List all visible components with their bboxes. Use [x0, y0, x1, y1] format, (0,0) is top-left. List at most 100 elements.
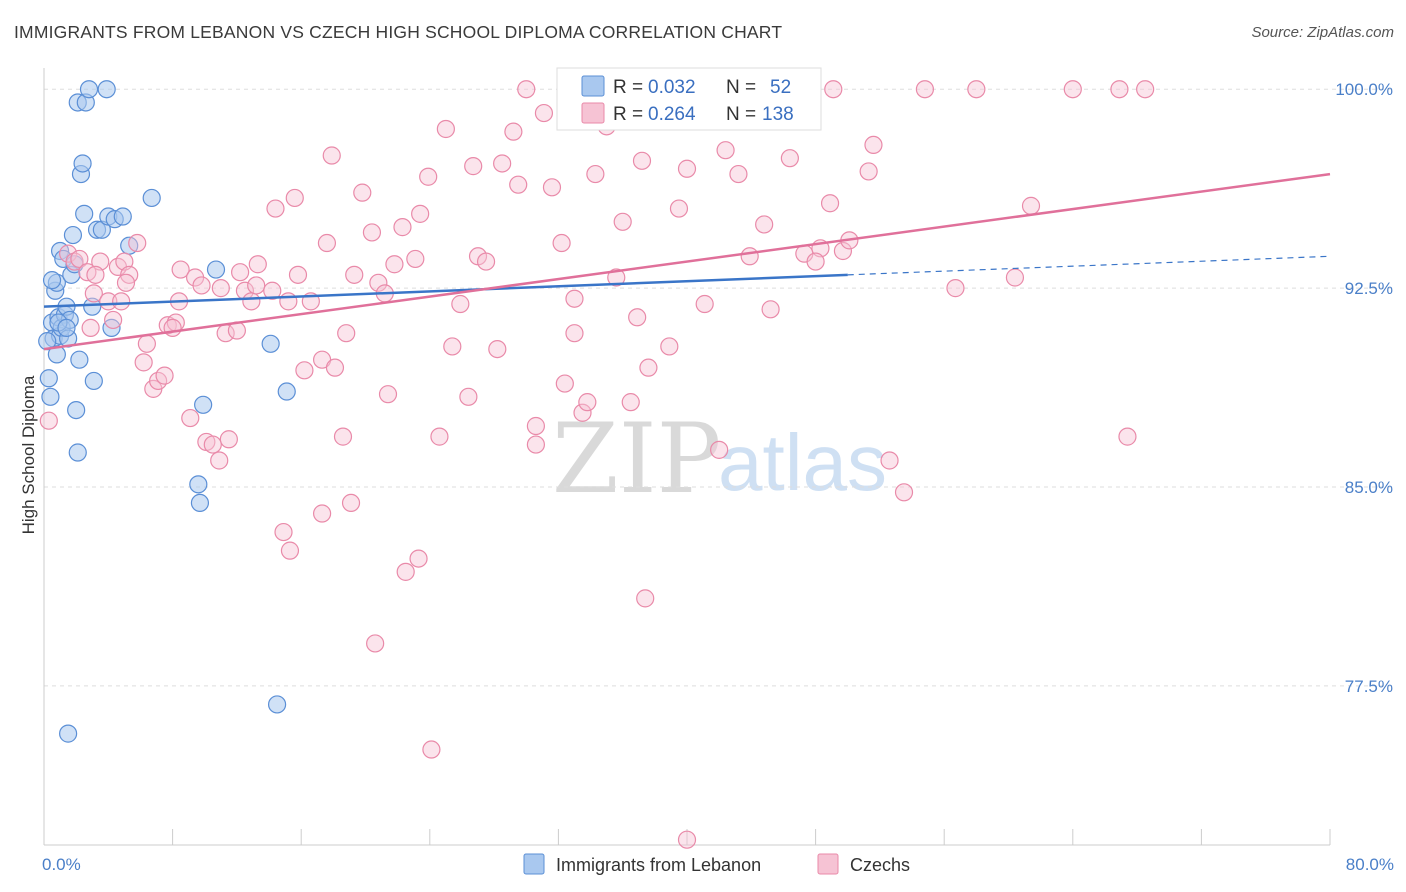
czechs-point	[104, 310, 123, 330]
czechs-point	[761, 300, 780, 319]
czechs-point	[279, 292, 298, 311]
watermark-zip: ZIP	[552, 403, 721, 515]
lebanon-point	[142, 188, 161, 208]
czechs-point	[411, 204, 430, 223]
legend-n-label-czechs: N =	[726, 104, 756, 125]
lebanon-point	[277, 382, 296, 401]
czechs-point	[362, 223, 382, 242]
czechs-point	[39, 411, 58, 430]
lebanon-point	[57, 318, 76, 337]
czechs-point	[669, 199, 689, 218]
czechs-point	[526, 416, 545, 436]
czechs-point	[632, 151, 652, 170]
czechs-point	[396, 562, 415, 581]
legend-r-value-lebanon: 0.032	[648, 77, 696, 98]
czechs-point	[573, 403, 592, 422]
czechs-point	[755, 215, 774, 234]
y-tick-label: 100.0%	[1335, 80, 1393, 99]
czechs-point	[1110, 80, 1129, 99]
lebanon-point	[83, 297, 102, 316]
czechs-point	[740, 247, 759, 266]
czechs-point	[586, 164, 605, 184]
czechs-point	[419, 167, 438, 186]
czechs-point	[99, 292, 118, 311]
lebanon-point	[79, 80, 99, 99]
czechs-point	[1005, 268, 1025, 287]
lebanon-point	[41, 387, 60, 406]
czechs-point	[81, 318, 100, 337]
czechs-point	[422, 740, 441, 759]
czechs-point	[517, 80, 536, 99]
czechs-point	[295, 361, 314, 380]
czechs-point	[274, 522, 293, 542]
czechs-point	[1063, 80, 1082, 99]
y-tick-label: 92.5%	[1345, 279, 1393, 298]
czechs-point	[967, 80, 986, 99]
czechs-point	[565, 324, 584, 343]
czechs-point	[171, 260, 190, 279]
czechs-point	[459, 387, 478, 406]
czechs-point	[137, 334, 156, 353]
lebanon-point	[47, 345, 66, 364]
czechs-point	[231, 263, 250, 282]
legend-swatch-czechs	[581, 102, 605, 124]
czechs-point	[181, 408, 200, 428]
czechs-point	[116, 273, 136, 292]
czechs-point	[833, 241, 853, 261]
lebanon-point	[194, 395, 213, 414]
czechs-point	[312, 504, 332, 523]
czechs-point	[534, 103, 554, 123]
czechs-point	[211, 279, 230, 298]
czechs-point	[636, 589, 655, 608]
watermark-atlas: atlas	[718, 418, 887, 507]
bottom-legend-label-lebanon: Immigrants from Lebanon	[556, 855, 761, 875]
x-tick-label-min: 0.0%	[42, 855, 81, 874]
czechs-point	[366, 634, 385, 653]
lebanon-point	[70, 350, 89, 369]
lebanon-point	[59, 724, 78, 743]
czechs-point	[542, 178, 562, 197]
axes	[43, 68, 1331, 846]
czechs-point	[628, 308, 647, 327]
czechs-point	[880, 451, 899, 470]
y-tick-label: 85.0%	[1345, 478, 1393, 497]
czechs-point	[443, 337, 462, 356]
czechs-point	[716, 141, 735, 160]
czechs-point	[406, 249, 425, 269]
czechs-point	[353, 183, 372, 202]
czechs-point	[780, 149, 799, 168]
czechs-point	[317, 233, 337, 253]
source-credit: Source: ZipAtlas.com	[1251, 24, 1394, 41]
lebanon-point	[63, 225, 83, 245]
czechs-point	[325, 358, 345, 377]
czechs-point	[192, 276, 211, 295]
chart-title: IMMIGRANTS FROM LEBANON VS CZECH HIGH SC…	[14, 22, 783, 42]
bottom-legend-label-czechs: Czechs	[850, 855, 910, 875]
czechs-point	[729, 164, 748, 184]
czechs-point	[915, 80, 935, 99]
czechs-point	[393, 218, 412, 237]
czechs-point	[134, 353, 153, 372]
czechs-point	[555, 374, 574, 393]
czechs-point	[280, 541, 300, 560]
czechs-point	[385, 255, 404, 274]
legend-n-value-lebanon: 52	[770, 77, 791, 98]
czechs-point	[242, 292, 261, 311]
czechs-point	[285, 188, 304, 208]
czechs-point	[806, 252, 825, 271]
czechs-point	[639, 358, 658, 377]
lebanon-trend-line	[43, 273, 848, 308]
bottom-legend: Immigrants from Lebanon Czechs	[523, 853, 910, 875]
czechs-point	[710, 440, 729, 459]
czechs-point	[378, 385, 398, 404]
y-tick-label: 77.5%	[1345, 677, 1393, 696]
czechs-point	[864, 135, 883, 155]
y-axis-label: High School Diploma	[19, 375, 38, 534]
czechs-point	[219, 430, 238, 449]
czechs-point	[248, 255, 267, 274]
czechs-point	[1118, 427, 1137, 446]
czechs-point	[677, 159, 697, 178]
czechs-point	[488, 339, 507, 359]
lebanon-point	[206, 260, 226, 279]
